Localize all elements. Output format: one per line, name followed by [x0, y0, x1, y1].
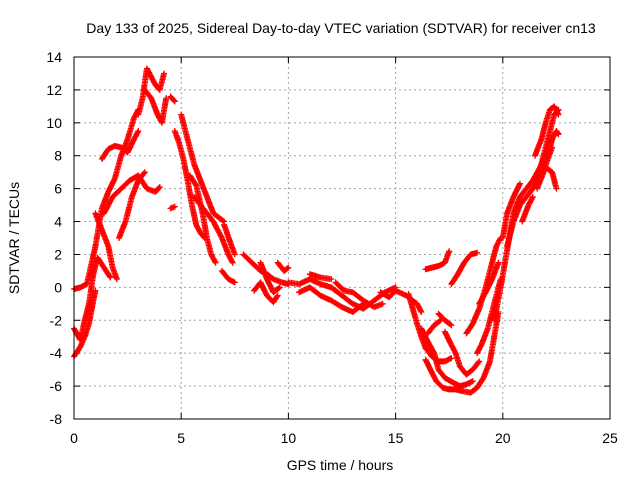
x-tick-labels: 0 5 10 15 20 25 — [70, 430, 618, 446]
track-7 — [116, 169, 148, 241]
plus-marker-series — [422, 248, 453, 273]
y-tick-label: 6 — [54, 181, 62, 197]
y-tick-label: 8 — [54, 148, 62, 164]
y-tick-label: 12 — [46, 82, 62, 98]
y-tick-label: -6 — [50, 378, 63, 394]
y-tick-label: 4 — [54, 214, 62, 230]
track-10 — [167, 93, 178, 105]
track-20 — [257, 259, 283, 296]
plot-frame — [73, 56, 611, 420]
plus-marker-series — [251, 279, 281, 306]
plus-marker-series — [171, 128, 208, 241]
plus-marker-series — [296, 284, 367, 315]
plus-marker-series — [332, 279, 386, 311]
y-axis-label: SDTVAR / TECUs — [6, 182, 22, 294]
plus-marker-series — [135, 65, 167, 118]
plus-marker-series — [544, 165, 560, 192]
x-axis-label: GPS time / hours — [287, 457, 394, 473]
plus-marker-series — [221, 221, 238, 258]
x-tick-label: 15 — [388, 430, 404, 446]
x-tick-label: 10 — [281, 430, 297, 446]
plus-marker-series — [519, 193, 536, 225]
plus-marker-series — [499, 180, 523, 241]
plus-marker-series — [274, 259, 292, 274]
track-9 — [141, 86, 170, 126]
y-tick-label: 14 — [46, 49, 62, 65]
chart-title: Day 133 of 2025, Sidereal Day-to-day VTE… — [86, 20, 596, 36]
plus-marker-series — [476, 259, 502, 307]
track-41 — [532, 103, 562, 159]
x-tick-label: 0 — [70, 430, 78, 446]
track-26 — [377, 287, 425, 315]
track-11 — [167, 203, 178, 212]
plus-marker-series — [218, 267, 238, 286]
track-4 — [92, 210, 120, 283]
plus-marker-series — [167, 93, 178, 105]
track-30 — [435, 310, 455, 329]
y-tick-label: 0 — [54, 279, 62, 295]
track-19 — [251, 279, 281, 306]
track-28 — [418, 325, 476, 390]
plus-marker-series — [257, 259, 283, 296]
track-17 — [218, 267, 238, 286]
y-tick-label: -2 — [50, 312, 63, 328]
track-15 — [191, 193, 236, 266]
track-25 — [332, 279, 386, 311]
track-44 — [544, 165, 560, 192]
plus-marker-series — [92, 210, 120, 283]
track-21 — [274, 259, 292, 274]
plus-marker-series — [441, 328, 483, 378]
x-tick-label: 25 — [602, 430, 618, 446]
track-43 — [534, 144, 556, 192]
track-34 — [448, 249, 481, 288]
track-24 — [306, 271, 335, 283]
y-tick-label: 2 — [54, 246, 62, 262]
track-37 — [476, 259, 502, 307]
track-23 — [296, 284, 367, 315]
y-tick-label: -4 — [50, 345, 63, 361]
plus-marker-series — [435, 310, 455, 329]
plus-marker-series — [418, 325, 476, 390]
track-8 — [135, 65, 167, 118]
track-40 — [499, 180, 523, 241]
track-31 — [441, 328, 483, 378]
plus-marker-series — [422, 309, 502, 396]
track-45 — [519, 193, 536, 225]
x-tick-label: 5 — [177, 430, 185, 446]
track-32 — [424, 317, 444, 337]
plus-marker-series — [191, 193, 236, 266]
x-tick-label: 20 — [495, 430, 511, 446]
data-points — [71, 65, 562, 396]
plus-marker-series — [306, 271, 335, 283]
track-16 — [221, 221, 238, 258]
plus-marker-series — [532, 103, 562, 159]
track-12 — [171, 128, 208, 241]
plus-marker-series — [116, 169, 148, 241]
plus-marker-series — [534, 144, 556, 192]
y-tick-labels: -8 -6 -4 -2 0 2 4 6 8 10 12 14 — [46, 49, 62, 427]
plus-marker-series — [178, 111, 228, 225]
track-5 — [98, 128, 142, 162]
plus-marker-series — [448, 249, 481, 288]
plus-marker-series — [141, 86, 170, 126]
plus-marker-series — [377, 287, 425, 315]
track-13 — [178, 111, 228, 225]
y-tick-label: -8 — [50, 411, 63, 427]
track-29 — [422, 309, 502, 396]
track-33 — [422, 248, 453, 273]
plus-marker-series — [167, 203, 178, 212]
plus-marker-series — [424, 317, 444, 337]
y-tick-label: 10 — [46, 115, 62, 131]
plus-marker-series — [98, 128, 142, 162]
